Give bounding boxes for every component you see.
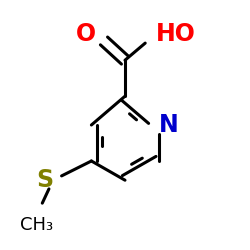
Text: O: O (76, 22, 96, 46)
Text: S: S (36, 168, 53, 192)
Text: CH₃: CH₃ (20, 216, 53, 234)
Text: HO: HO (156, 22, 196, 46)
Text: N: N (158, 113, 178, 137)
